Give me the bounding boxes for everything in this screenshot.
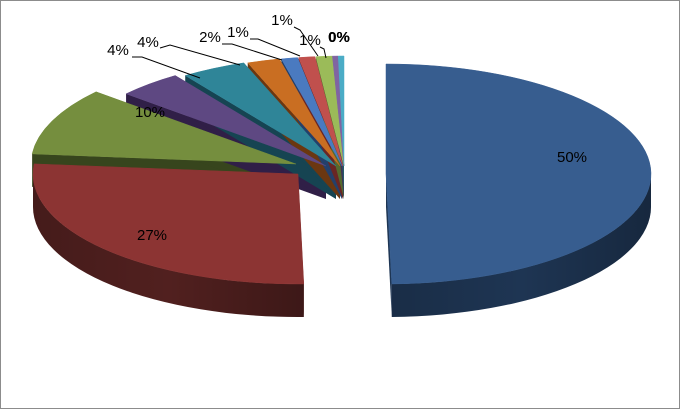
leader-lines	[132, 26, 327, 79]
leader-line-5	[222, 43, 283, 61]
data-label-8: 1%	[299, 32, 321, 49]
slice-10	[337, 55, 345, 167]
data-label-0: 50%	[557, 149, 587, 166]
leader-line-7	[293, 26, 319, 57]
slice-6	[280, 57, 343, 167]
leader-line-4	[159, 44, 241, 66]
data-label-7: 1%	[271, 12, 293, 29]
data-labels: 50%27%10%4% 4% 2% 1%1%1% 0%0%	[107, 12, 587, 244]
data-label-1: 27%	[137, 227, 167, 244]
slice-7	[298, 56, 344, 167]
data-label-3: 4%	[107, 42, 129, 59]
data-label-10: 0%	[328, 29, 350, 46]
data-label-9: 0%	[328, 29, 350, 46]
slice-1-side-shade	[33, 174, 304, 317]
leader-line-3	[132, 56, 201, 79]
data-label-6: 1%	[227, 24, 249, 41]
slice-0-wall-1	[386, 174, 392, 317]
data-label-5: 2%	[199, 29, 221, 46]
slice-3	[125, 75, 327, 167]
data-label-4: 4%	[137, 34, 159, 51]
data-label-2: 10%	[135, 104, 165, 121]
slice-0	[385, 63, 652, 285]
slice-1	[32, 163, 305, 285]
slice-0-side-shade	[391, 174, 651, 317]
slice-2	[31, 91, 297, 165]
slice-tops	[31, 55, 652, 285]
slice-4	[184, 62, 337, 167]
leader-line-8	[319, 46, 327, 59]
leader-line-6	[250, 38, 301, 57]
